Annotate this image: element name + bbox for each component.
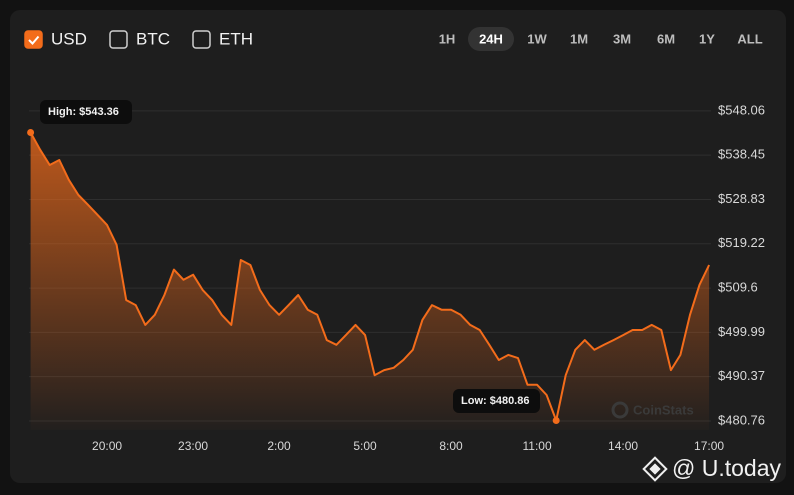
controls: USD BTC ETH 1H 24H 1W 1M 3M 6M 1Y ALL (24, 27, 763, 51)
x-tick-label: 2:00 (267, 439, 291, 453)
low-label: Low: $480.86 (461, 395, 529, 407)
range-label[interactable]: ALL (737, 31, 762, 46)
x-tick-label: 14:00 (608, 439, 638, 453)
range-button[interactable]: 1M (570, 31, 588, 46)
currency-checkbox[interactable]: ETH (192, 29, 253, 49)
currency-label[interactable]: USD (51, 29, 87, 48)
x-tick-label: 8:00 (439, 439, 463, 453)
plot: $548.06 $538.45 $528.83 $519.22 $509.6 $499.9… (27, 100, 765, 453)
area-fill (30, 132, 710, 430)
range-label[interactable]: 1W (527, 31, 547, 46)
x-tick-label: 11:00 (522, 439, 551, 453)
y-tick-label: $548.06 (718, 102, 765, 117)
range-label[interactable]: 24H (479, 31, 503, 46)
price-line (29, 132, 710, 422)
low-marker (552, 417, 560, 425)
low-label-bg (453, 389, 540, 413)
x-tick-label: 20:00 (92, 439, 122, 453)
checkbox[interactable] (109, 30, 128, 49)
watermark-icon (611, 401, 629, 419)
checkbox[interactable] (192, 30, 211, 49)
currency-checkbox[interactable]: USD (24, 29, 87, 49)
range-button[interactable]: 3M (613, 31, 631, 46)
currency-checkbox[interactable]: BTC (109, 29, 170, 49)
range-button[interactable]: 24H (468, 27, 514, 51)
source-group: @ U.today (642, 455, 782, 482)
range-button[interactable]: ALL (737, 31, 762, 46)
currency-label[interactable]: ETH (219, 29, 253, 48)
check-mark (28, 35, 40, 45)
y-tick-label: $499.99 (718, 324, 765, 339)
currency-label[interactable]: BTC (136, 29, 170, 48)
range-label[interactable]: 3M (613, 31, 631, 46)
y-tick-label: $480.76 (718, 412, 765, 427)
high-label: High: $543.36 (48, 106, 119, 118)
y-tick-label: $509.6 (718, 280, 758, 295)
high-marker (27, 129, 35, 137)
source-icon (642, 456, 668, 482)
range-label[interactable]: 1H (439, 31, 456, 46)
y-tick-label: $528.83 (718, 191, 765, 206)
watermark-group: CoinStats (611, 401, 694, 419)
range-label[interactable]: 1M (570, 31, 588, 46)
x-tick-label: 5:00 (353, 439, 377, 453)
range-button[interactable]: 1W (527, 31, 547, 46)
y-tick-label: $490.37 (718, 368, 765, 383)
y-tick-label: $538.45 (718, 147, 765, 162)
x-tick-label: 23:00 (178, 439, 208, 453)
range-active-bg[interactable] (468, 27, 514, 51)
range-button[interactable]: 6M (657, 31, 675, 46)
watermark: CoinStats (633, 402, 694, 417)
checkbox[interactable] (24, 30, 43, 49)
range-button[interactable]: 1H (439, 31, 456, 46)
y-tick-label: $519.22 (718, 235, 765, 250)
range-label[interactable]: 6M (657, 31, 675, 46)
source: @ U.today (672, 455, 782, 481)
range-label[interactable]: 1Y (699, 31, 715, 46)
range-button[interactable]: 1Y (699, 31, 715, 46)
x-tick-label: 17:00 (694, 439, 724, 453)
high-label-bg (40, 100, 132, 124)
